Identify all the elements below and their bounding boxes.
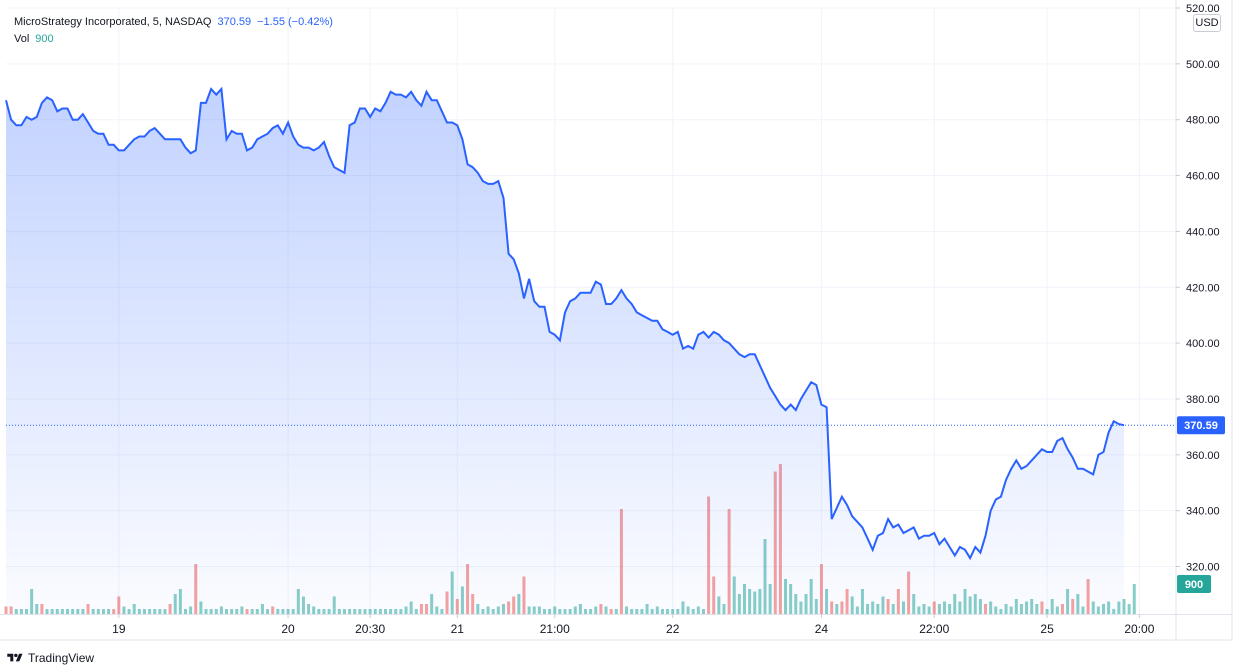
- volume-bar: [1127, 604, 1131, 614]
- y-tick-label: 500.00: [1186, 59, 1220, 71]
- volume-bar: [1132, 584, 1136, 614]
- legend-main-row: MicroStrategy Incorporated, 5, NASDAQ 370…: [14, 14, 333, 31]
- last-volume-badge: [1177, 575, 1211, 593]
- y-tick-label: 420.00: [1186, 282, 1220, 294]
- symbol-title[interactable]: MicroStrategy Incorporated, 5, NASDAQ: [14, 16, 212, 28]
- x-tick-label: 20:00: [1124, 622, 1154, 636]
- last-volume-badge-text: 900: [1185, 579, 1203, 591]
- y-tick-label: 440.00: [1186, 226, 1220, 238]
- y-tick-label: 380.00: [1186, 394, 1220, 406]
- footer-brand[interactable]: TradingView: [6, 651, 94, 665]
- x-tick-label: 21: [451, 622, 465, 636]
- volume-label[interactable]: Vol: [14, 33, 30, 45]
- y-tick-label: 360.00: [1186, 450, 1220, 462]
- chart-legend: MicroStrategy Incorporated, 5, NASDAQ 370…: [14, 14, 333, 48]
- x-tick-label: 19: [112, 622, 126, 636]
- volume-value: 900: [35, 33, 54, 45]
- y-tick-label: 320.00: [1186, 562, 1220, 574]
- price-area-fill: [6, 89, 1124, 614]
- y-tick-label: 340.00: [1186, 506, 1220, 518]
- price-axis[interactable]: 320.00 340.00 360.00 380.00 400.00 420.00 440.…: [1176, 3, 1220, 574]
- x-tick-label: 21:00: [540, 622, 570, 636]
- tradingview-logo-icon: [7, 653, 23, 662]
- x-tick-label: 25: [1040, 622, 1054, 636]
- brand-name: TradingView: [28, 651, 95, 665]
- axis-value-labels: 370.59 900: [1177, 416, 1225, 593]
- last-price-text: 370.59: [217, 16, 252, 28]
- currency-button[interactable]: USD: [1193, 14, 1221, 32]
- y-tick-label: 460.00: [1186, 171, 1220, 183]
- last-price-badge-text: 370.59: [1184, 420, 1218, 432]
- y-tick-label: 400.00: [1186, 338, 1220, 350]
- legend-volume-row: Vol 900: [14, 31, 333, 48]
- x-tick-label: 22: [666, 622, 680, 636]
- price-line: [5, 86, 1125, 561]
- y-tick-label: 480.00: [1186, 115, 1220, 127]
- last-price-badge: [1177, 416, 1225, 435]
- time-axis[interactable]: 19 20 20:30 21 21:00 22 24 22:00 25 20:00: [112, 614, 1155, 636]
- x-tick-label: 20:30: [355, 622, 385, 636]
- price-change-text: −1.55 (−0.42%): [257, 16, 333, 28]
- x-tick-label: 20: [281, 622, 295, 636]
- y-tick-label: 520.00: [1186, 3, 1220, 15]
- x-tick-label: 24: [815, 622, 829, 636]
- x-tick-label: 22:00: [919, 622, 949, 636]
